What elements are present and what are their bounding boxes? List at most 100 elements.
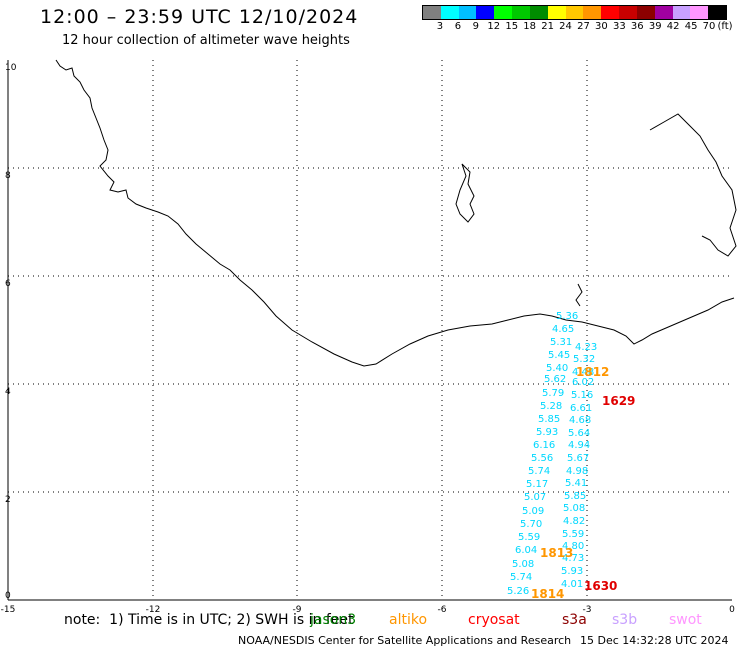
legend-label: 33 [612,21,626,32]
y-tick-label: 2 [5,495,11,505]
legend-swatch [708,6,727,19]
legend-swatch [583,6,602,19]
credit-text: NOAA/NESDIS Center for Satellite Applica… [238,634,572,647]
wave-height-label-left: 5.59 [518,532,540,543]
legend-label: 12 [487,21,501,32]
wave-height-label-left: 5.40 [546,363,568,374]
legend-swatch [440,6,459,19]
legend-sat-s3a: s3a [562,612,587,628]
wave-height-label-right: 6.61 [570,403,592,414]
legend-sat-altiko: altiko [389,612,428,628]
wave-height-label-right: 6.02 [572,377,594,388]
wave-height-label-left: 5.56 [531,453,553,464]
wave-height-label-left: 5.93 [536,427,558,438]
wave-height-label-left: 5.08 [512,559,534,570]
legend-labels: 3 6 9 12 15 18 21 24 27 30 33 36 39 42 45 70 (ft) [422,21,740,35]
wave-height-label-left: 5.74 [510,572,532,583]
legend-swatch [636,6,655,19]
wave-height-label-left: 6.04 [515,545,537,556]
legend-swatch [458,6,477,19]
wave-height-label-left: 5.79 [542,388,564,399]
pass-time-label: 1813 [540,546,573,560]
legend-swatch [619,6,637,19]
wave-height-label-right: 4.01 [561,579,583,590]
pass-time-label: 1630 [584,579,617,593]
wave-height-label-left: 5.07 [524,492,546,503]
wave-height-label-right: 4.98 [566,466,588,477]
wave-height-label-left: 4.65 [552,324,574,335]
legend-swatch [547,6,566,19]
y-tick-label: 8 [5,171,11,181]
pass-time-label: 1814 [531,587,564,601]
wave-height-label-left: 5.85 [538,414,560,425]
wave-height-label-left: 5.17 [526,479,548,490]
wave-height-label-right: 4.94 [568,440,590,451]
y-tick-label: 10 [5,63,17,73]
legend-label: 21 [541,21,554,32]
legend-unit: (ft) [717,21,733,32]
wave-height-label-left: 5.26 [507,586,529,597]
page-title: 12:00 – 23:59 UTC 12/10/2024 [40,6,359,28]
legend-sat-cryosat: cryosat [468,612,520,628]
legend-label: 27 [577,21,590,32]
legend-swatch [512,6,530,19]
legend-sat-s3b: s3b [612,612,638,628]
wave-height-label-right: 4.48 [572,367,594,378]
wave-height-label-right: 5.64 [568,428,590,439]
legend-swatch [565,6,584,19]
pass-time-label: 1629 [602,394,635,408]
legend-swatch [672,6,691,19]
wave-height-label-left: 5.45 [548,350,570,361]
wave-height-label-right: 5.08 [563,503,585,514]
wave-height-label-left: 5.36 [556,311,578,322]
legend-label: 9 [472,21,479,32]
landmass-outline [649,113,737,257]
legend-sat-swot: swot [669,612,702,628]
legend-label: 39 [648,21,662,32]
y-tick-label: 6 [5,279,11,289]
wave-height-label-left: 5.28 [540,401,562,412]
wave-height-label-right: 5.59 [562,529,584,540]
legend-swatch [529,6,548,19]
legend-swatch [654,6,673,19]
legend-label: 6 [454,21,462,32]
legend-sat-jason3: jason3 [310,612,357,628]
pass-time-label: 1812 [576,365,609,379]
x-tick-label: -6 [438,605,447,615]
peninsula-outline [575,283,583,307]
y-tick-label: 4 [5,387,11,397]
wave-height-label-right: 4.23 [575,342,597,353]
legend-swatch [601,6,620,19]
legend-swatch [476,6,495,19]
legend-label: 15 [505,21,519,32]
footer-note: note: 1) Time is in UTC; 2) SWH is in fe… [64,612,354,628]
page-subtitle: 12 hour collection of altimeter wave hei… [62,33,350,48]
wave-height-label-left: 5.74 [528,466,550,477]
wave-height-label-right: 5.41 [565,478,587,489]
legend-label: 42 [666,21,680,32]
legend-label: 70 [702,21,716,32]
legend-label: 36 [630,21,644,32]
legend-swatch [494,6,513,19]
wave-height-label-left: 6.16 [533,440,555,451]
legend-label: 45 [684,21,698,32]
legend-label: 24 [559,21,572,32]
wave-height-label-left: 5.09 [522,506,544,517]
island-outline [455,163,475,223]
wave-height-label-right: 4.82 [563,516,585,527]
wave-height-label-right: 5.93 [561,566,583,577]
legend-label: 18 [523,21,537,32]
y-tick-label: 0 [5,591,11,601]
x-tick-label: 0 [729,605,735,615]
wave-height-label-right: 5.85 [564,491,586,502]
wave-height-label-left: 5.70 [520,519,542,530]
wave-height-label-right: 5.67 [567,453,589,464]
wave-height-label-right: 4.80 [562,541,584,552]
wave-height-label-right: 5.16 [571,390,593,401]
legend-label: 3 [436,21,444,32]
color-scale-legend [422,5,727,20]
legend-swatch [423,6,441,19]
wave-height-label-right: 5.32 [573,354,595,365]
x-tick-label: -9 [293,605,302,615]
